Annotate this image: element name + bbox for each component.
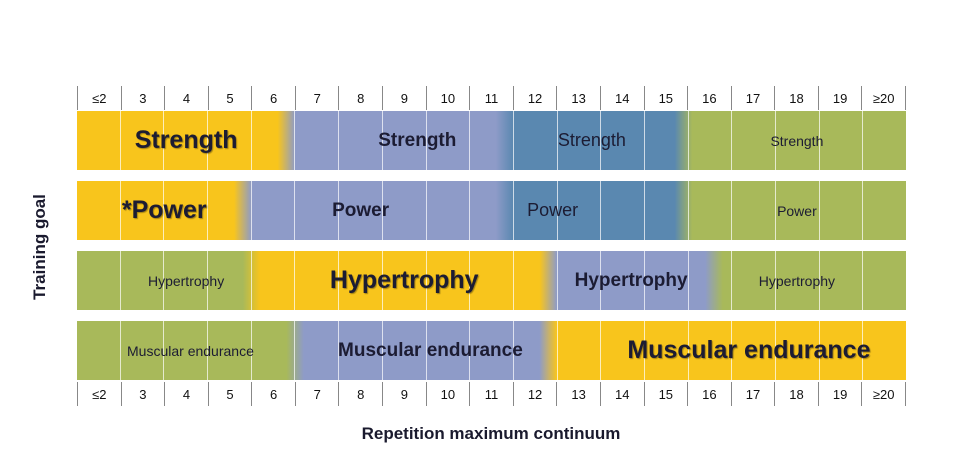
scale-tick: 15	[643, 86, 688, 110]
scale-tick: 10	[425, 86, 470, 110]
scale-tick: ≥20	[861, 382, 906, 406]
scale-tick: 17	[730, 382, 775, 406]
scale-tick: 8	[338, 382, 382, 406]
scale-tick: 13	[556, 382, 600, 406]
muscular-endurance-label: Muscular endurance	[338, 339, 523, 361]
strength-label: Strength	[134, 126, 238, 154]
scale-tick: 11	[469, 382, 513, 406]
strength-label: Strength	[770, 132, 824, 149]
power-label: Power	[527, 200, 579, 220]
scale-tick: ≤2	[77, 86, 121, 110]
scale-tick: 12	[512, 382, 557, 406]
power-label: Power	[777, 202, 817, 219]
scale-tick: 17	[730, 86, 775, 110]
scale-tick: 11	[469, 86, 513, 110]
scale-tick: 6	[251, 382, 295, 406]
muscular-endurance-label: Muscular endurance	[127, 342, 254, 359]
scale-tick: 9	[382, 86, 426, 110]
bottom-scale: ≤2 3 4 5 6 7 8 9 10 11 12 13 14 15 16 17 18 19 ≥20	[77, 382, 906, 406]
scale-tick: 18	[774, 86, 818, 110]
top-scale: ≤2 3 4 5 6 7 8 9 10 11 12 13 14 15 16 17 18 19 ≥20	[77, 86, 906, 110]
scale-tick: 19	[817, 86, 862, 110]
band-hypertrophy: Hypertrophy Hypertrophy Hypertrophy Hypertr…	[77, 251, 906, 310]
scale-tick: 9	[382, 382, 426, 406]
hypertrophy-label: Hypertrophy	[329, 266, 479, 294]
hypertrophy-label: Hypertrophy	[574, 269, 688, 291]
scale-tick: 3	[120, 382, 165, 406]
hypertrophy-label: Hypertrophy	[147, 272, 225, 289]
scale-tick: 8	[338, 86, 382, 110]
strength-label: Strength	[378, 129, 457, 151]
scale-tick: 14	[599, 86, 644, 110]
scale-tick: ≥20	[861, 86, 906, 110]
scale-tick: 3	[120, 86, 165, 110]
scale-tick: 16	[687, 382, 731, 406]
scale-tick: 12	[512, 86, 557, 110]
scale-tick: 16	[687, 86, 731, 110]
scale-tick: 4	[164, 382, 208, 406]
power-label: *Power	[121, 196, 207, 224]
scale-tick: 13	[556, 86, 600, 110]
scale-tick: ≤2	[77, 382, 121, 406]
y-axis-label: Training goal	[30, 194, 49, 300]
scale-tick: 5	[207, 382, 252, 406]
scale-tick: 4	[164, 86, 208, 110]
scale-tick: 7	[294, 382, 339, 406]
scale-tick: 7	[294, 86, 339, 110]
band-strength: Strength Strength Strength Strength	[77, 111, 906, 170]
band-power: *Power Power Power Power	[77, 181, 906, 240]
scale-tick: 14	[599, 382, 644, 406]
scale-tick: 18	[774, 382, 818, 406]
power-label: Power	[332, 199, 390, 221]
scale-tick: 19	[817, 382, 862, 406]
scale-tick: 15	[643, 382, 688, 406]
scale-tick: 5	[207, 86, 252, 110]
x-axis-label: Repetition maximum continuum	[361, 424, 621, 443]
band-muscular-endurance: Muscular endurance Muscular endurance Musc…	[77, 321, 906, 380]
scale-tick: 6	[251, 86, 295, 110]
muscular-endurance-label: Muscular endurance	[627, 336, 871, 364]
hypertrophy-label: Hypertrophy	[758, 272, 836, 289]
scale-tick: 10	[425, 382, 470, 406]
strength-label: Strength	[557, 130, 626, 150]
